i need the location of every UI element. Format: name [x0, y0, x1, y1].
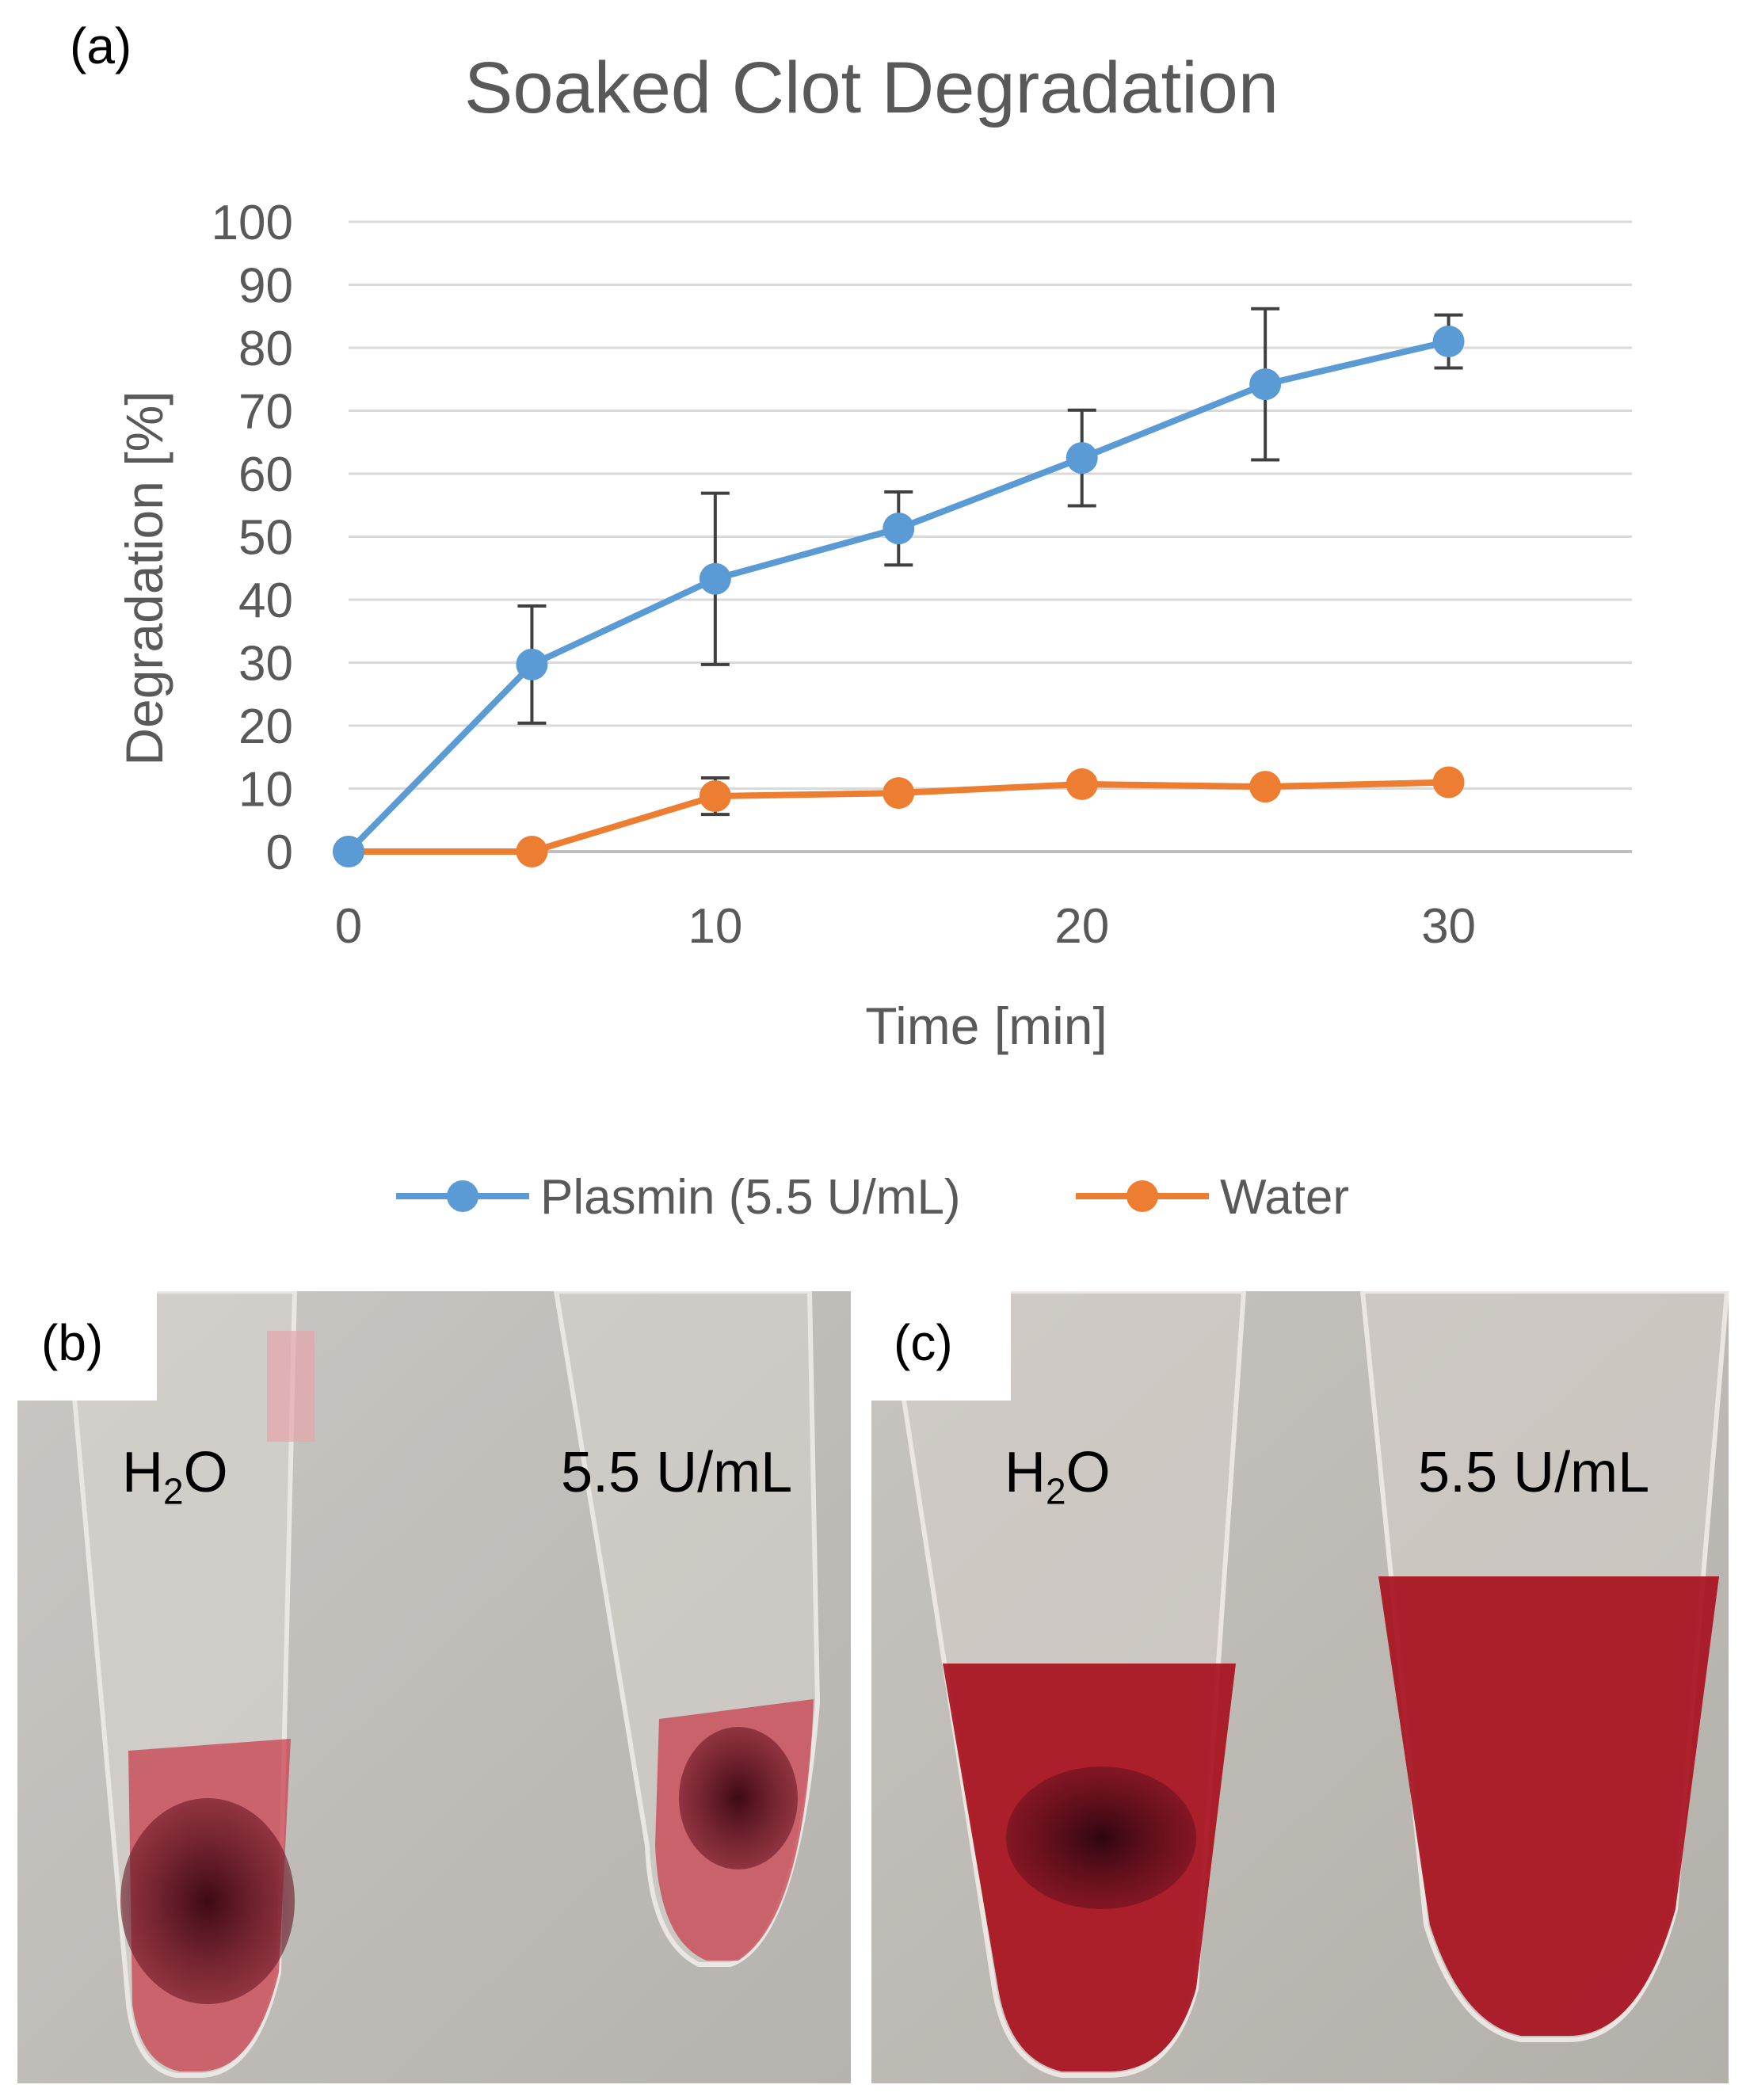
- y-tick-label: 100: [212, 196, 293, 250]
- x-tick-label: 0: [335, 899, 362, 954]
- panel-label-b-box: (b): [17, 1291, 157, 1401]
- data-point-plasmin: [1066, 442, 1098, 475]
- photo-panel-b: (b) H2O 5.5 U/mL: [17, 1289, 851, 2083]
- clot-left: [1006, 1767, 1196, 1909]
- legend-label-plasmin: Plasmin (5.5 U/mL): [540, 1170, 961, 1225]
- panel-label-c-box: (c): [871, 1291, 1011, 1401]
- legend: Plasmin (5.5 U/mL) Water: [396, 1170, 1349, 1225]
- panel-label-a: (a): [70, 17, 132, 74]
- data-point-plasmin: [1249, 368, 1282, 401]
- liquid-right: [1378, 1576, 1719, 2036]
- series-plasmin: [333, 307, 1465, 867]
- y-tick-label: 80: [238, 322, 293, 376]
- data-point-plasmin: [516, 648, 548, 680]
- chart-title: Soaked Clot Degradation: [464, 48, 1279, 128]
- y-tick-label: 10: [238, 763, 293, 818]
- y-tick-label: 40: [238, 574, 293, 628]
- data-point-plasmin: [699, 562, 731, 595]
- clot-left: [120, 1798, 295, 2004]
- y-tick-label: 60: [238, 448, 293, 502]
- panel-label-c: (c): [894, 1314, 953, 1371]
- data-point-water: [883, 777, 915, 810]
- data-point-plasmin: [333, 836, 364, 867]
- data-point-plasmin: [883, 513, 915, 545]
- x-tick-label: 20: [1054, 899, 1109, 954]
- x-tick-label: 30: [1421, 899, 1476, 954]
- y-tick-label: 20: [238, 699, 293, 754]
- photo-b-illustration: [17, 1289, 851, 2083]
- y-axis-label: Degradation [%]: [115, 391, 173, 765]
- y-tick-label: 50: [238, 511, 293, 566]
- series-line-plasmin: [346, 338, 1450, 854]
- degradation-chart: (a) Soaked Clot Degradation 0 10 20 30 40 50 6…: [70, 17, 1632, 1225]
- y-tick-label: 0: [266, 825, 293, 880]
- clot-right: [679, 1727, 798, 1869]
- y-tick-label: 90: [238, 259, 293, 314]
- photo-c-illustration: [871, 1289, 1730, 2083]
- photo-panel-c: (c) H2O 5.5 U/mL: [871, 1289, 1730, 2083]
- legend-marker-plasmin: [447, 1180, 478, 1212]
- data-point-water: [516, 836, 548, 867]
- data-point-plasmin: [1432, 326, 1465, 358]
- photo-b-right-label: 5.5 U/mL: [561, 1441, 793, 1504]
- data-point-water: [1249, 771, 1282, 803]
- x-tick-label: 10: [688, 899, 742, 954]
- data-point-water: [1432, 766, 1465, 798]
- y-tick-label: 70: [238, 385, 293, 440]
- panel-label-b: (b): [41, 1314, 104, 1371]
- photo-c-right-label: 5.5 U/mL: [1418, 1441, 1650, 1504]
- photo-b-left-label: H2O: [122, 1441, 228, 1512]
- legend-marker-water: [1127, 1180, 1158, 1212]
- data-point-water: [1066, 768, 1098, 800]
- x-axis-label: Time [min]: [865, 997, 1107, 1055]
- photo-c-left-label: H2O: [1005, 1441, 1111, 1512]
- data-point-water: [699, 780, 731, 813]
- y-tick-label: 30: [238, 637, 293, 692]
- series-water: [333, 766, 1465, 867]
- legend-label-water: Water: [1220, 1170, 1349, 1225]
